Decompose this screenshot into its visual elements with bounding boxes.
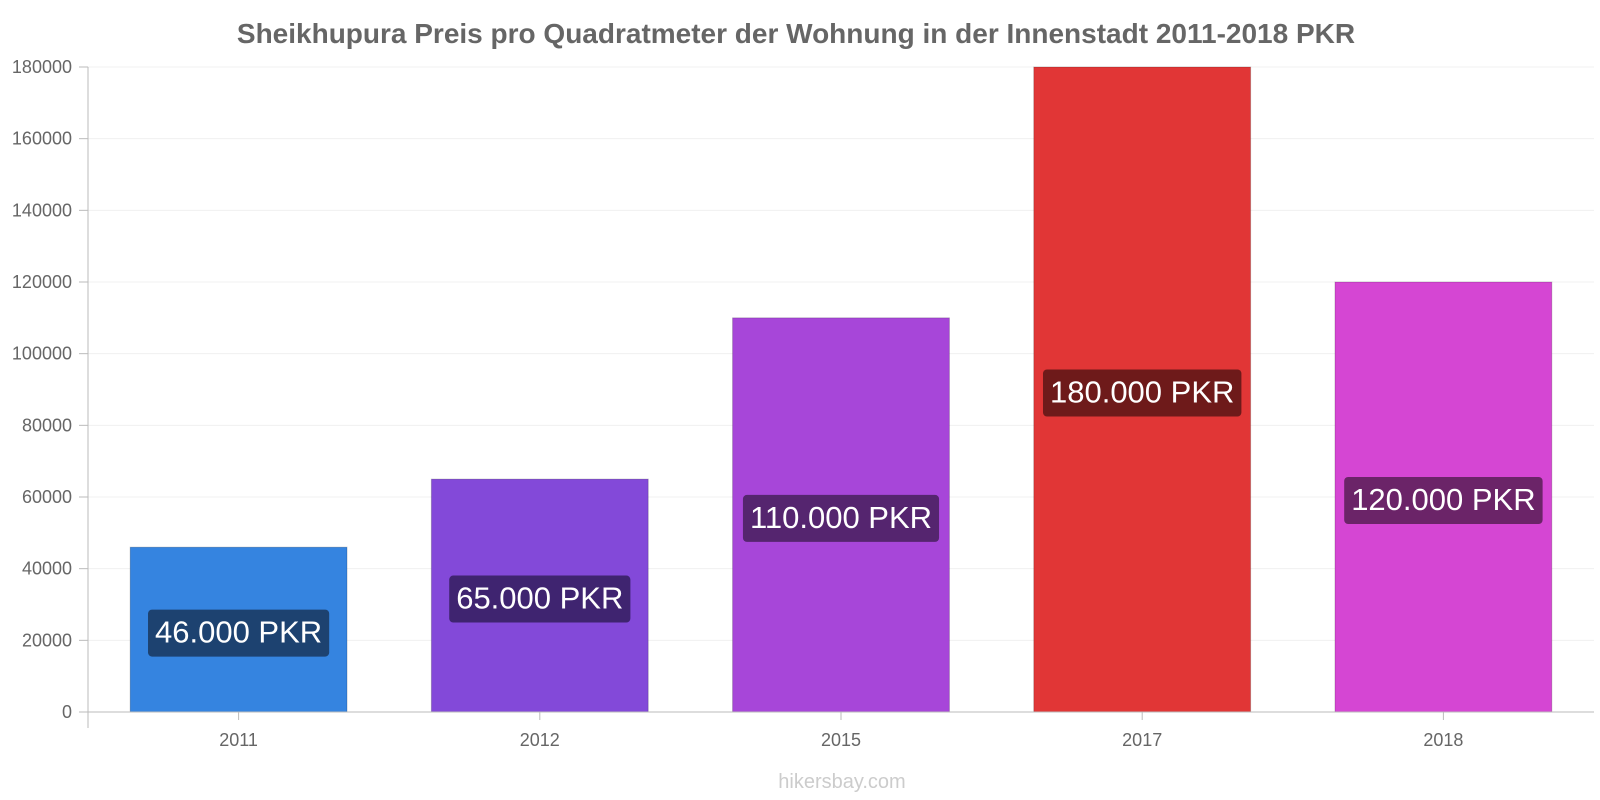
data-label-2011: 46.000 PKR xyxy=(148,609,330,657)
y-tick-label: 20000 xyxy=(22,630,72,650)
x-tick-label: 2012 xyxy=(520,730,560,750)
y-tick-label: 100000 xyxy=(12,344,72,364)
data-label-2018: 120.000 PKR xyxy=(1344,477,1543,524)
data-label-text: 120.000 PKR xyxy=(1351,482,1535,517)
data-label-box xyxy=(1042,369,1242,417)
y-tick-label: 0 xyxy=(62,702,72,722)
x-tick-label: 2018 xyxy=(1423,730,1463,750)
source-footer[interactable]: hikersbay.com xyxy=(778,771,905,793)
data-labels: 46.000 PKR 65.000 PKR 110.000 PKR 180.000 P… xyxy=(148,369,1543,657)
x-tick-label: 2017 xyxy=(1122,730,1162,750)
bars xyxy=(129,66,1553,713)
y-axis: 0 20000 40000 60000 80000 100000 120000 140000 1… xyxy=(12,57,89,728)
x-axis: 2011 2012 2015 2017 2018 xyxy=(88,711,1594,750)
y-tick-label: 80000 xyxy=(22,415,72,435)
data-label-box xyxy=(148,609,330,657)
y-tick-label: 40000 xyxy=(22,559,72,579)
data-label-text: 110.000 PKR xyxy=(750,500,932,535)
data-label-2017: 180.000 PKR xyxy=(1042,369,1242,417)
y-tick-label: 60000 xyxy=(22,487,72,507)
data-label-text: 46.000 PKR xyxy=(155,615,322,650)
chart-title: Sheikhupura Preis pro Quadratmeter der W… xyxy=(237,18,1355,49)
data-label-2012: 65.000 PKR xyxy=(449,575,631,623)
data-label-text: 180.000 PKR xyxy=(1050,375,1234,410)
y-tick-label: 120000 xyxy=(12,272,72,292)
data-label-text: 65.000 PKR xyxy=(456,581,623,616)
data-label-box xyxy=(449,575,631,623)
data-label-box xyxy=(742,494,940,542)
y-tick-label: 160000 xyxy=(12,129,72,149)
data-label-box xyxy=(1344,477,1543,524)
y-tick-label: 180000 xyxy=(12,57,72,77)
y-tick-label: 140000 xyxy=(12,200,72,220)
x-tick-label: 2015 xyxy=(821,730,861,750)
x-tick-label: 2011 xyxy=(219,730,258,750)
data-label-2015: 110.000 PKR xyxy=(742,494,940,542)
